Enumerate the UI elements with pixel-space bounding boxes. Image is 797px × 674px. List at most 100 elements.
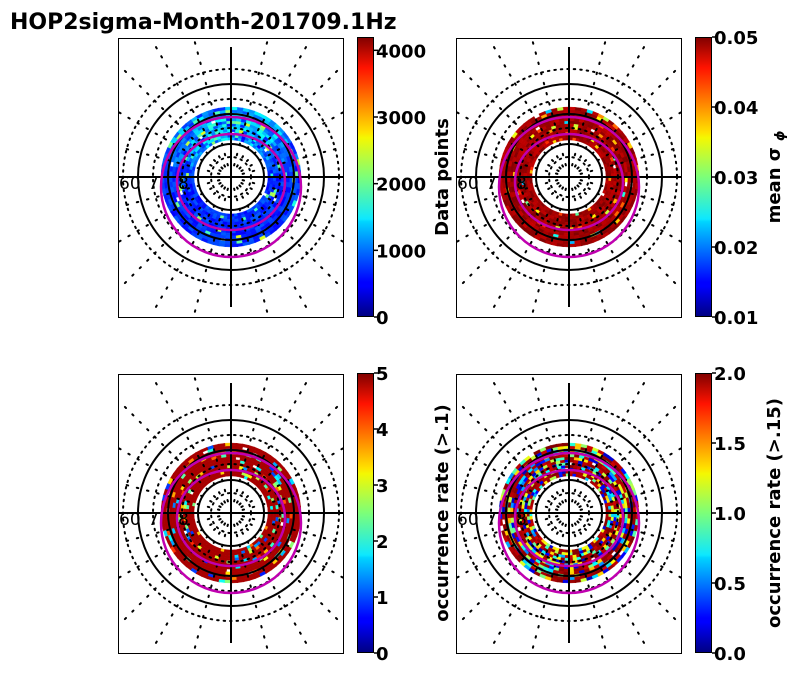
oval-outer: [497, 451, 641, 595]
colorbar-gradient: [695, 37, 712, 317]
meridian-dotted: [461, 69, 562, 170]
meridian-dotted: [530, 187, 567, 318]
lat-label: 60: [119, 510, 141, 530]
meridian-dotted: [576, 520, 677, 621]
meridian-dotted: [240, 110, 344, 172]
meridian-dotted: [456, 179, 559, 209]
meridian-dotted: [192, 374, 229, 503]
meridian-dotted: [233, 38, 270, 167]
meridian-dotted: [240, 518, 344, 580]
lat-label: 7: [486, 174, 497, 194]
lat-label: 60: [457, 174, 479, 194]
plot-frame: [118, 374, 344, 654]
lat-label: 60: [119, 174, 141, 194]
meridian-dotted: [578, 518, 682, 580]
colorbar-label: Data points: [432, 118, 453, 236]
colorbar-tick-label: 0: [376, 644, 389, 665]
colorbar-tick-label: 0.05: [714, 28, 758, 49]
meridian-dotted: [456, 481, 559, 511]
meridian-dotted: [574, 382, 645, 504]
meridian-dotted: [118, 110, 222, 172]
meridian-dotted: [461, 184, 562, 285]
meridian-dotted: [574, 522, 645, 644]
colorbar-tick-label: 3000: [376, 108, 426, 129]
colorbar-tick-label: 0.04: [714, 98, 758, 119]
meridian-dotted: [578, 446, 682, 508]
meridian-dotted: [118, 179, 221, 209]
meridian-dotted: [240, 446, 344, 508]
figure-title: HOP2sigma-Month-201709.1Hz: [10, 10, 397, 35]
oval-inner: [513, 132, 625, 232]
meridian-dotted: [238, 405, 339, 506]
colorbar: 0 1000 2000 3000 4000 Data points: [357, 37, 453, 329]
meridian-dotted: [579, 481, 682, 511]
colorbar-tick-label: 2.0: [714, 364, 746, 385]
meridian-dotted: [155, 46, 226, 168]
colorbar-frame: [357, 37, 374, 317]
colorbar-label: occurrence rate (>.15): [764, 398, 785, 628]
plot-area: 60 7 8: [118, 38, 344, 318]
meridian-dotted: [236, 46, 307, 168]
meridian-dotted: [579, 515, 682, 545]
colorbar-tick-label: 5: [376, 364, 389, 385]
meridian-dotted: [576, 184, 677, 285]
meridian-dotted: [123, 520, 224, 621]
colorbar-tick-label: 0.0: [714, 644, 746, 665]
meridian-dotted: [461, 405, 562, 506]
lat-label: 8: [178, 510, 189, 530]
lat-label: 7: [486, 510, 497, 530]
oval-inner: [175, 132, 287, 232]
colorbar-tick-label: 1.5: [714, 434, 746, 455]
meridian-dotted: [123, 69, 224, 170]
lat-label: 7: [148, 174, 159, 194]
meridian-dotted: [571, 38, 608, 167]
lat-label: 8: [178, 174, 189, 194]
colorbar-frame: [695, 373, 712, 653]
meridian-dotted: [530, 374, 567, 503]
colorbar-tick-label: 0.03: [714, 168, 758, 189]
colorbar-label: occurrence rate (>.1): [432, 404, 453, 621]
meridian-dotted: [578, 182, 682, 244]
lat-label: 8: [516, 510, 527, 530]
colorbar-tick-label: 2000: [376, 175, 426, 196]
colorbar-tick-label: 0.02: [714, 238, 758, 259]
meridian-dotted: [155, 186, 226, 308]
oval-outer: [159, 115, 303, 259]
meridian-dotted: [155, 522, 226, 644]
meridian-dotted: [192, 38, 229, 167]
meridian-dotted: [192, 187, 229, 318]
plot-frame: [456, 374, 682, 654]
colorbar-tick-label: 1000: [376, 241, 426, 262]
meridian-dotted: [571, 374, 608, 503]
meridian-dotted: [493, 46, 564, 168]
meridian-dotted: [493, 382, 564, 504]
meridian-dotted: [456, 110, 560, 172]
plot-frame: [118, 38, 344, 318]
meridian-dotted: [576, 69, 677, 170]
panel-4: 60 7 8 0.0 0.5 1.0 1.5 2.0 occurrence rate (>.15…: [456, 364, 785, 665]
colorbar: 0 1 2 3 4 5 occurrence rate (>.1): [357, 364, 453, 665]
colorbar-gradient: [357, 37, 374, 317]
plot-frame: [456, 38, 682, 318]
meridian-dotted: [530, 523, 567, 654]
plot-area: 60 7 8: [118, 374, 344, 654]
colorbar-frame: [357, 373, 374, 653]
meridian-dotted: [123, 405, 224, 506]
oval-inner: [175, 468, 287, 568]
colorbar-tick-label: 0.5: [714, 574, 746, 595]
meridian-dotted: [233, 374, 270, 503]
heatmap-cell: [533, 449, 541, 456]
meridian-dotted: [118, 145, 221, 175]
panel-3: 60 7 8 0 1 2 3 4 5 occurrence rate (>.1): [118, 364, 453, 665]
meridian-dotted: [461, 520, 562, 621]
meridian-dotted: [241, 515, 344, 545]
oval-inner: [513, 468, 625, 568]
meridian-dotted: [579, 179, 682, 209]
oval-outer: [159, 451, 303, 595]
meridian-dotted: [456, 446, 560, 508]
meridian-dotted: [579, 145, 682, 175]
colorbar-tick-label: 1: [376, 588, 389, 609]
colorbar-tick-label: 4: [376, 420, 389, 441]
oval-outer: [497, 115, 641, 259]
